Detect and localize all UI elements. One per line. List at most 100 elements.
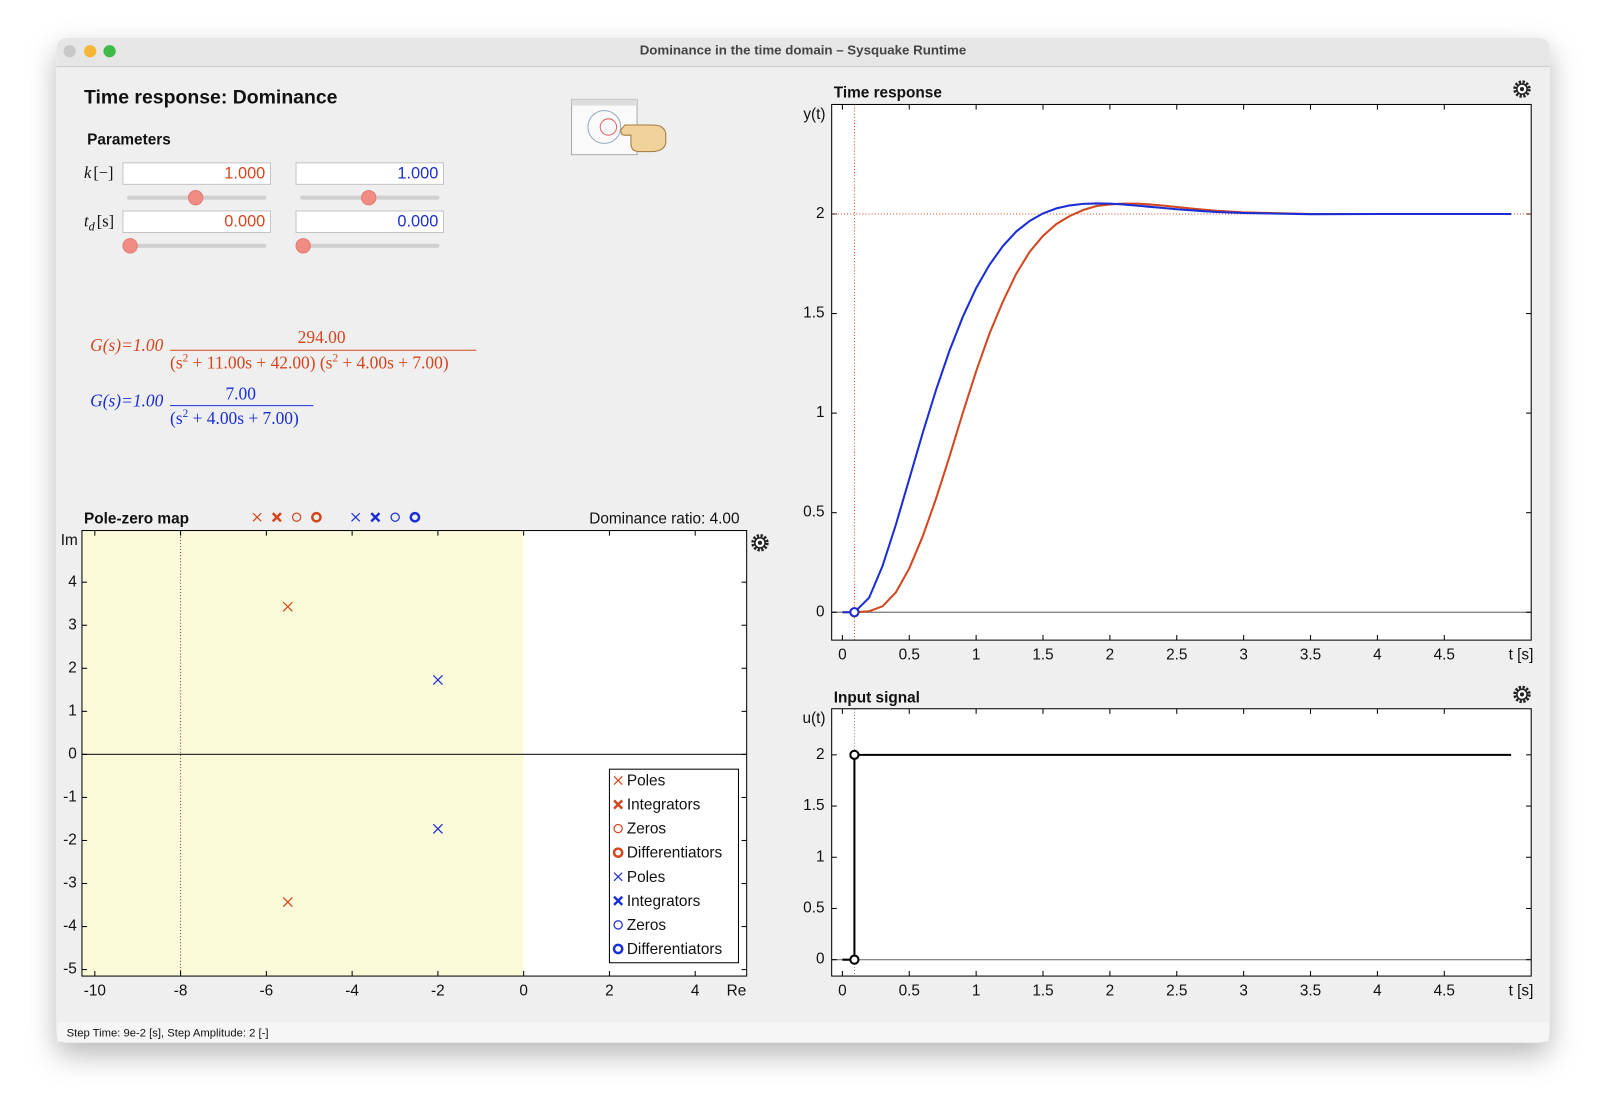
series-line	[842, 202, 1512, 614]
step-point	[849, 954, 860, 965]
x-tick-label: 1.5	[1032, 982, 1053, 999]
text-field[interactable]	[295, 210, 445, 234]
series-line	[842, 753, 1512, 961]
toolbar-button[interactable]	[252, 512, 262, 522]
legend-symbol	[612, 847, 624, 858]
legend-label: Zeros	[627, 917, 667, 934]
x-tick-label: 2.5	[1166, 647, 1187, 664]
plot-frame	[81, 530, 748, 977]
x-tick-label: 0	[838, 647, 847, 664]
denominator-part: + 11.00s + 42.00) (s	[188, 353, 332, 373]
x-axis-label: t [s]	[1509, 982, 1534, 999]
pole-zero-point	[432, 823, 443, 834]
slider-thumb[interactable]	[295, 238, 311, 254]
toolbar-button[interactable]	[390, 512, 400, 522]
x-tick-label: 3.5	[1300, 982, 1321, 999]
param-label: td [s]	[84, 211, 114, 233]
x-tick-label: 0.5	[899, 982, 920, 999]
toolbar-button[interactable]	[311, 511, 322, 523]
step-point	[849, 607, 860, 618]
toolbar-button[interactable]	[409, 511, 421, 523]
annotation: Dominance ratio: 4.00	[589, 510, 739, 527]
title-bar	[56, 37, 1550, 67]
x-tick-label: 2	[605, 982, 614, 999]
text-field[interactable]	[122, 162, 271, 185]
y-tick-label: 1	[68, 702, 77, 719]
text-field[interactable]	[122, 210, 271, 234]
legend-symbol	[613, 895, 624, 906]
tf-numerator: 294.00	[298, 327, 346, 347]
y-tick-label: 0	[68, 745, 77, 762]
tf-lhs: G(s)=1.00	[90, 391, 163, 411]
y-axis-label: Im	[61, 532, 78, 549]
close-button[interactable]	[63, 45, 76, 58]
toolbar-button[interactable]	[291, 512, 302, 522]
x-tick-label: 3	[1239, 982, 1248, 999]
gear-hole	[1519, 692, 1525, 697]
legend-symbol	[612, 943, 624, 955]
y-tick-label: -1	[63, 788, 77, 805]
x-tick-label: -6	[260, 982, 274, 999]
heading: Time response: Dominance	[84, 86, 338, 108]
toolbar-button[interactable]	[370, 512, 381, 523]
y-tick-label: 2	[816, 205, 825, 222]
x-tick-label: 0.5	[899, 647, 920, 664]
y-tick-label: 3	[68, 616, 77, 633]
slider-track[interactable]	[127, 243, 267, 248]
y-tick-label: 1	[816, 404, 825, 421]
pole-zero-point	[282, 896, 293, 908]
x-tick-label: 3.5	[1300, 647, 1321, 664]
x-tick-label: -8	[174, 982, 188, 999]
y-tick-label: 2	[68, 659, 77, 676]
x-axis-label: t [s]	[1509, 647, 1534, 664]
legend-label: Integrators	[627, 893, 701, 910]
x-tick-label: -10	[84, 982, 106, 999]
y-tick-label: 0	[816, 951, 825, 968]
plot-frame	[831, 708, 1532, 977]
settings-button[interactable]	[751, 534, 769, 552]
y-tick-label: -2	[63, 832, 77, 849]
legend-symbol	[613, 872, 623, 882]
gear-teeth	[751, 534, 769, 552]
legend-label: Poles	[627, 869, 666, 886]
plot: Time response 0 0.5 1 1.5 2 2.5 3 3.5 4 4.5 0 0.5 1 1.…	[803, 84, 1533, 663]
toolbar-button[interactable]	[271, 512, 282, 523]
text-field[interactable]	[295, 162, 445, 185]
y-tick-label: 1.5	[803, 305, 824, 322]
plot: Pole-zero map Dominance ratio: 4.00-10 -8-…	[61, 510, 748, 999]
slider-thumb[interactable]	[122, 238, 138, 254]
step-point	[849, 749, 860, 760]
legend-symbol	[613, 799, 624, 810]
settings-button[interactable]	[1513, 80, 1531, 98]
plot-area	[831, 708, 1532, 977]
y-tick-label: 1.5	[803, 797, 824, 814]
pole-zero-point	[432, 674, 443, 685]
plot-title: Input signal	[834, 690, 920, 707]
slider-thumb[interactable]	[187, 189, 204, 206]
thumbnail[interactable]	[571, 98, 667, 156]
legend-symbol	[613, 823, 623, 834]
gear-teeth	[1513, 80, 1531, 98]
pole-zero-point	[282, 601, 293, 612]
legend-symbol	[613, 775, 623, 785]
plot-title: Pole-zero map	[84, 510, 189, 527]
settings-button[interactable]	[1513, 685, 1531, 704]
x-tick-label: 4	[1373, 647, 1382, 664]
toolbar-button[interactable]	[351, 512, 361, 522]
superscript: 2	[332, 352, 338, 364]
x-tick-label: 4	[691, 982, 700, 999]
tf-denominator: (s2 + 4.00s + 7.00)	[170, 408, 299, 428]
slider-track[interactable]	[300, 243, 440, 248]
denominator-part: + 4.00s + 7.00)	[338, 353, 449, 373]
legend-label: Poles	[627, 773, 666, 790]
legend-box	[608, 768, 739, 964]
field-value: 0.000	[397, 213, 438, 231]
superscript: 2	[183, 408, 189, 420]
minimize-button[interactable]	[84, 45, 97, 58]
x-tick-label: 4	[1373, 982, 1382, 999]
slider-thumb[interactable]	[361, 189, 377, 206]
zoom-button[interactable]	[103, 45, 116, 58]
parameters-title: Parameters	[87, 131, 171, 148]
